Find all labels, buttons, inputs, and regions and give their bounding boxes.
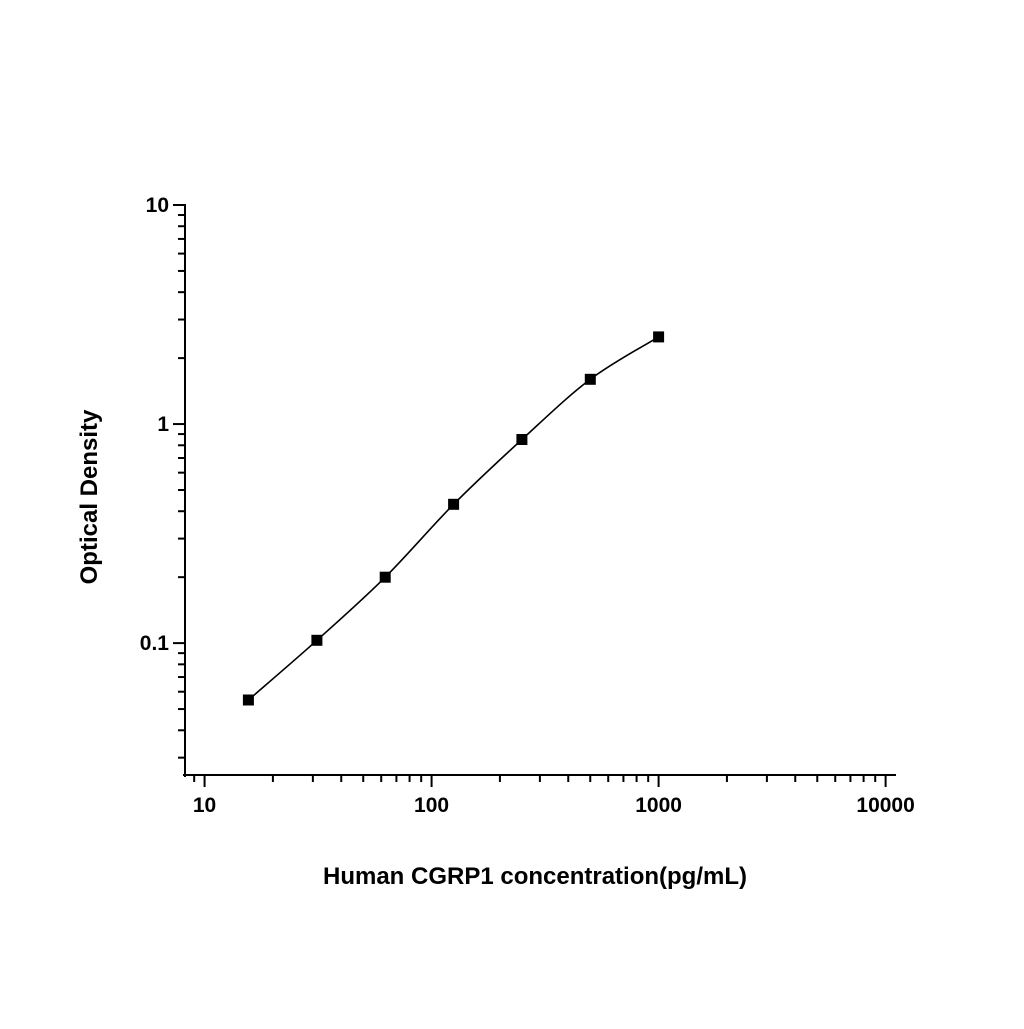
x-axis-label: Human CGRP1 concentration(pg/mL) [323,863,747,890]
y-tick-label: 0.1 [140,632,170,655]
x-tick-label: 100 [414,794,449,817]
y-axis-label: Optical Density [76,409,103,584]
axes: 10 100 1000 10000 0.1 1 10 [140,194,915,817]
y-tick-label: 1 [157,413,169,436]
data-point-marker [516,434,528,445]
x-tick-label: 1000 [635,794,682,817]
data-point-marker [448,498,460,510]
x-tick-label: 10000 [856,794,914,817]
data-point-marker [311,634,323,646]
data-point-marker [653,331,665,343]
y-tick-label: 10 [146,194,169,217]
x-tick-label: 10 [193,794,216,817]
data-point-marker [584,373,596,385]
data-series [242,331,665,706]
data-point-marker [379,571,391,583]
curve-line [247,336,660,701]
data-point-marker [242,694,254,706]
